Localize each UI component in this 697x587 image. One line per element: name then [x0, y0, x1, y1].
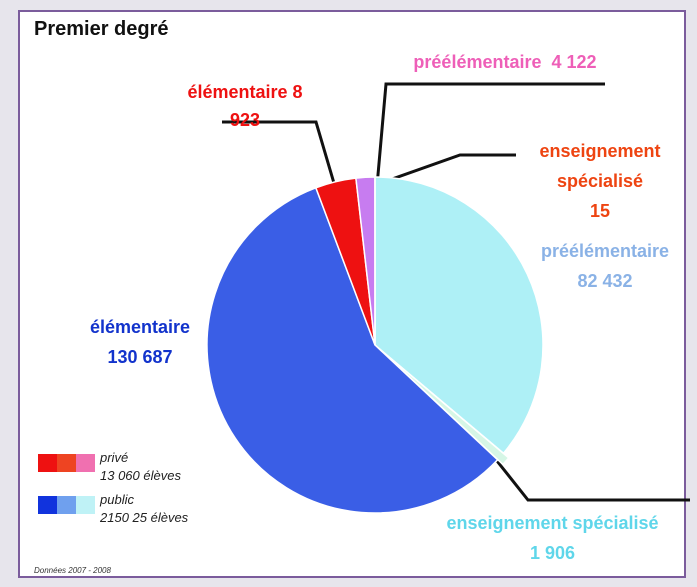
legend-swatch: [76, 454, 95, 472]
slice-label: élémentaire 130 687: [60, 312, 220, 372]
leader-line: [375, 82, 605, 187]
slice-label: enseignement spécialisé 1 906: [410, 508, 695, 568]
slice-value: 130 687: [107, 347, 173, 367]
slice-value: 8 923: [229, 82, 303, 130]
legend-swatch: [38, 496, 57, 514]
pie-slice: [379, 349, 510, 466]
legend-label: privé: [100, 450, 129, 465]
slice-label: enseignement spécialisé 15: [510, 136, 690, 226]
leader-line: [495, 460, 690, 502]
legend-swatch: [57, 496, 76, 514]
leader-line: [380, 153, 516, 185]
legend-swatch: [76, 496, 95, 514]
slice-value: 1 906: [529, 543, 576, 563]
slice-value: 15: [589, 201, 611, 221]
legend-note: 13 060 élèves: [100, 468, 181, 483]
pie-slice: [374, 176, 544, 455]
slice-name: préélémentaire: [413, 52, 542, 72]
legend-note: 2150 25 élèves: [100, 510, 189, 525]
slice-name: enseignement spécialisé: [539, 141, 661, 191]
legend-label: public: [100, 492, 134, 507]
leader-line: [222, 120, 338, 191]
chart-title: Premier degré: [34, 18, 169, 40]
pie-slice: [206, 186, 499, 514]
pie: [206, 176, 544, 514]
legend-swatch: [57, 454, 76, 472]
slice-label: préélémentaire 4 122: [390, 48, 620, 76]
slice-value: 4 122: [551, 52, 597, 72]
legend-swatch: [38, 454, 57, 472]
slice-label: élémentaire 8 923: [180, 78, 310, 134]
slice-label: préélémentaire 82 432: [510, 236, 697, 296]
source-note: Données 2007 - 2008: [34, 566, 111, 575]
slice-name: élémentaire: [89, 317, 191, 337]
slice-name: élémentaire: [187, 82, 288, 102]
slice-name: enseignement spécialisé: [446, 513, 659, 533]
slice-value: 82 432: [577, 271, 633, 291]
slice-name: préélémentaire: [540, 241, 670, 261]
leader-lines: [222, 82, 690, 502]
